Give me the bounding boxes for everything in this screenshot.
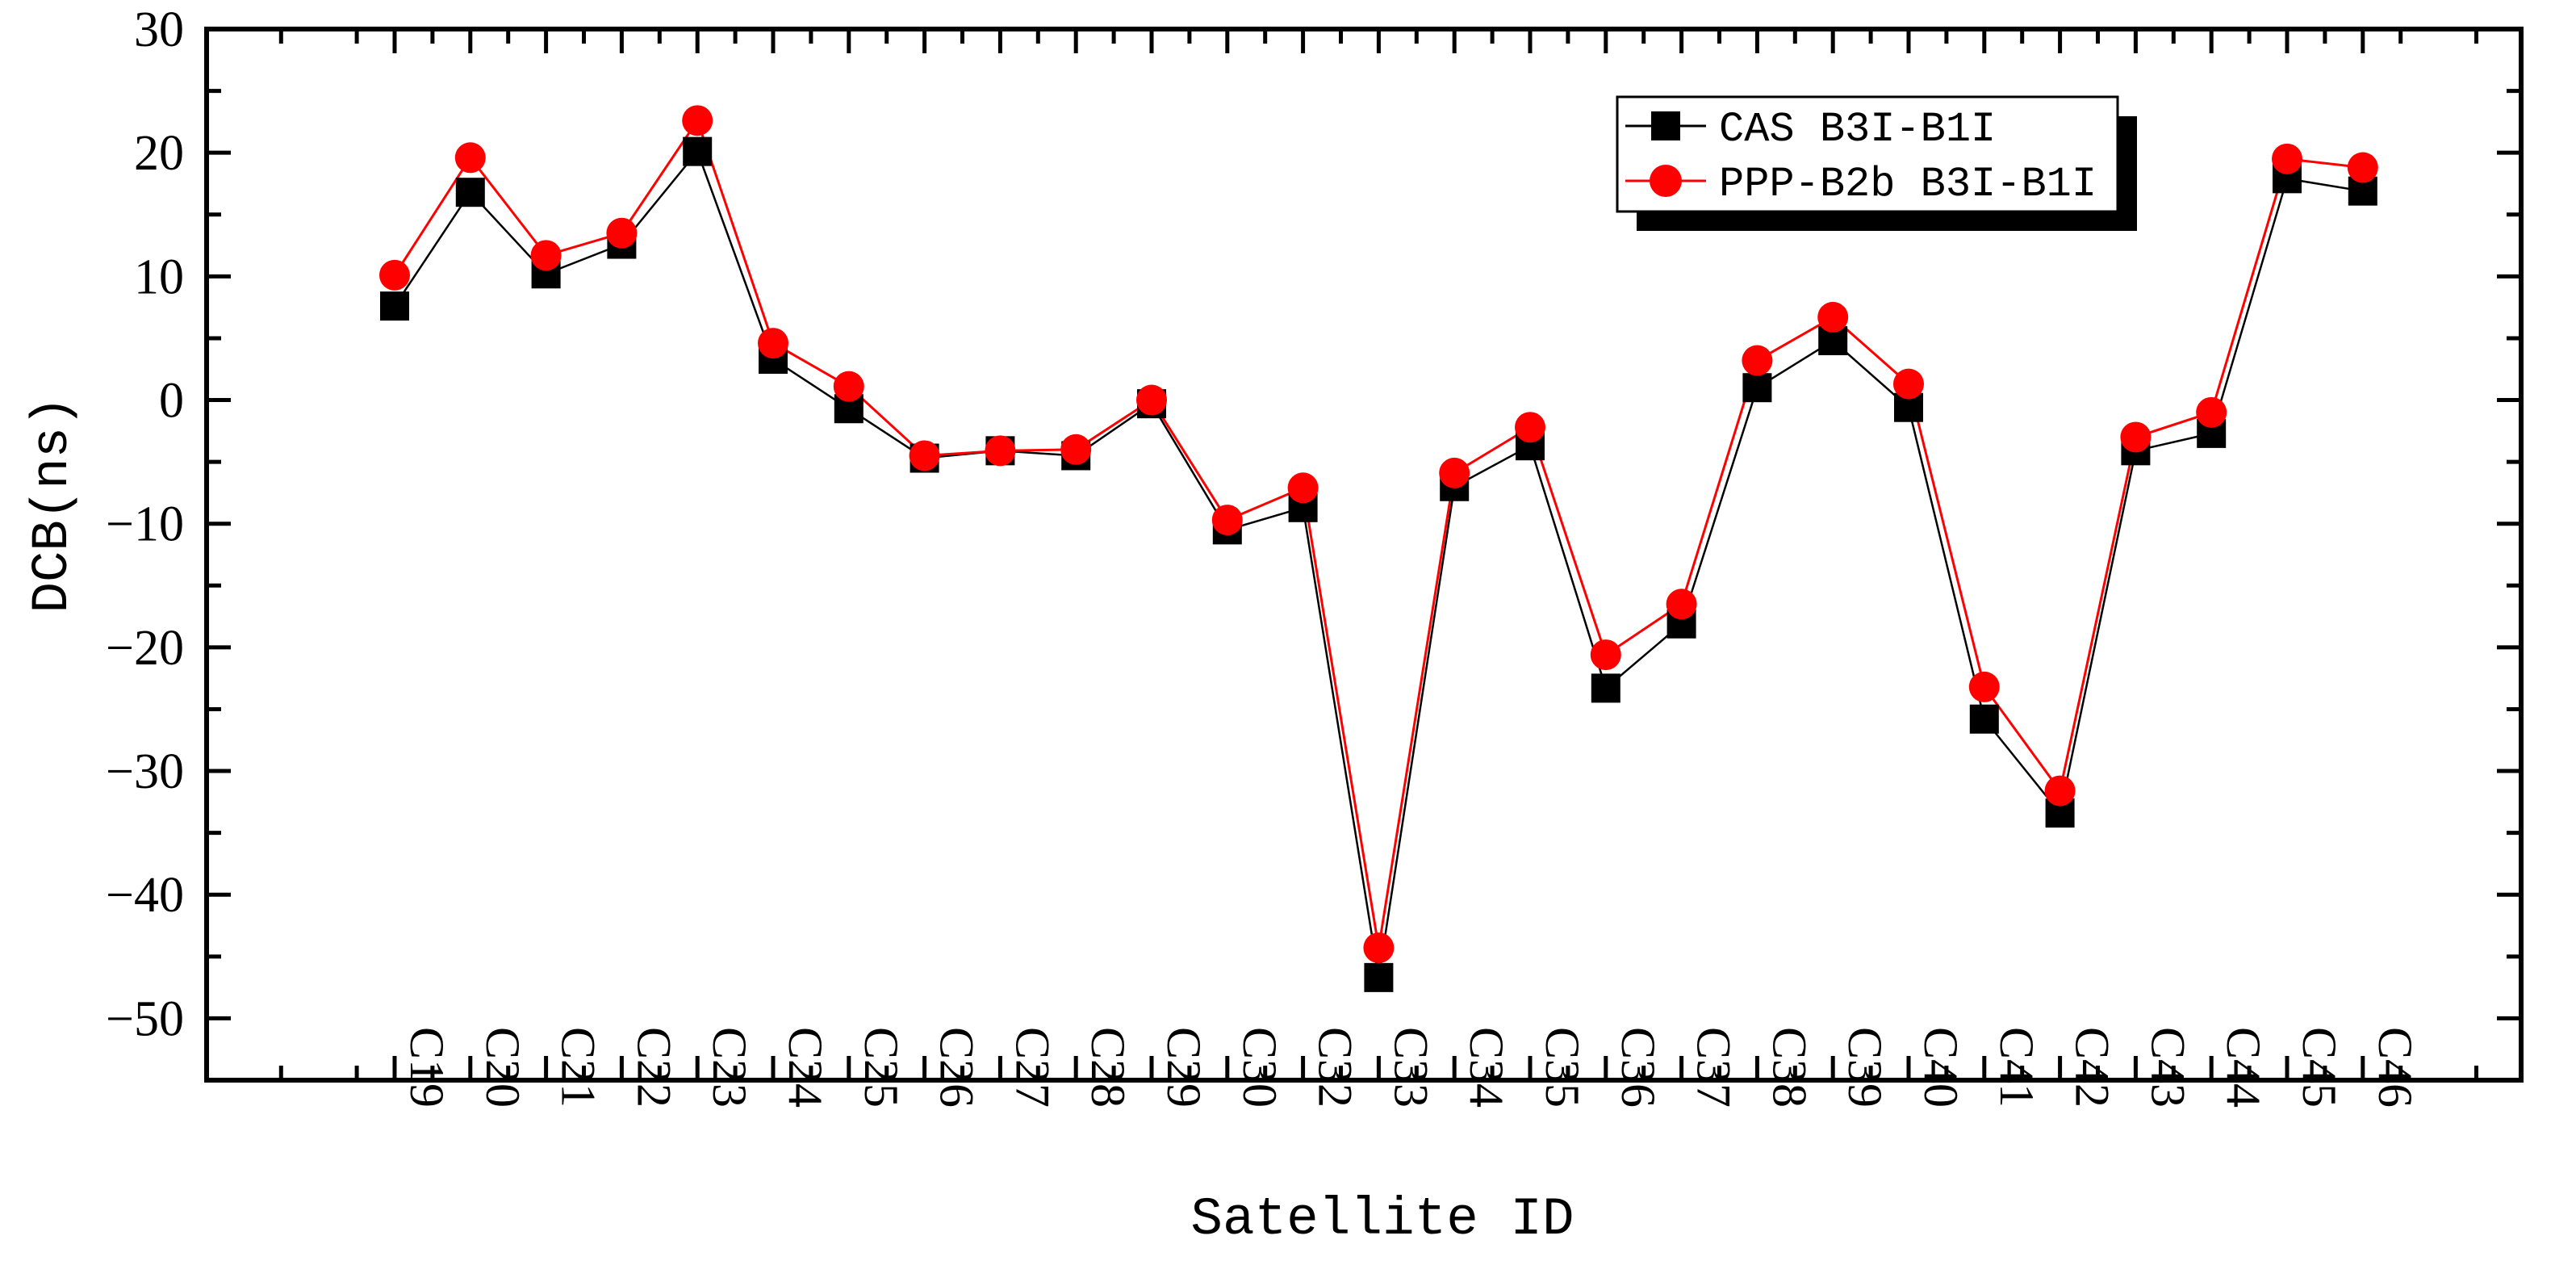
- legend-marker-square: [1651, 111, 1680, 140]
- data-point-circle: [1287, 472, 1319, 504]
- x-tick-label: C29: [1157, 1027, 1211, 1108]
- y-tick-label: 0: [159, 374, 184, 429]
- legend-label: PPP-B2b B3I-B1I: [1719, 161, 2097, 208]
- x-tick-label: C36: [1612, 1027, 1665, 1108]
- x-tick-label: C38: [1763, 1027, 1816, 1108]
- x-tick-label: C24: [779, 1027, 832, 1108]
- data-point-circle: [1211, 505, 1243, 536]
- data-point-square: [1969, 704, 1999, 734]
- data-point-circle: [909, 440, 940, 471]
- data-point-square: [1742, 373, 1772, 403]
- x-tick-label: C32: [1309, 1027, 1362, 1108]
- data-point-circle: [1742, 345, 1773, 376]
- data-point-circle: [1363, 932, 1395, 964]
- data-point-circle: [833, 371, 864, 402]
- x-tick-label: C21: [552, 1027, 605, 1108]
- data-point-square: [1364, 962, 1394, 992]
- legend-label: CAS B3I-B1I: [1719, 106, 1996, 153]
- legend: CAS B3I-B1I PPP-B2b B3I-B1I: [1616, 95, 2137, 231]
- x-tick-label: C26: [930, 1027, 984, 1108]
- data-point-circle: [1893, 368, 1924, 400]
- data-point-circle: [1515, 412, 1545, 443]
- plot-layer: [379, 105, 2378, 992]
- data-point-circle: [1817, 301, 1849, 333]
- data-point-square: [380, 291, 409, 321]
- x-tick-label: C34: [1460, 1027, 1513, 1108]
- data-point-circle: [2347, 152, 2378, 183]
- y-axis-title: DCB(ns): [24, 396, 82, 614]
- legend-marker-circle: [1650, 165, 1682, 197]
- data-point-circle: [758, 328, 788, 359]
- y-tick-label: 20: [134, 126, 184, 181]
- y-tick-label: 10: [134, 249, 184, 304]
- x-tick-label: C19: [400, 1027, 454, 1108]
- y-tick-label: −30: [106, 744, 184, 799]
- data-point-circle: [1968, 671, 2000, 702]
- x-tick-label: C35: [1536, 1027, 1589, 1108]
- x-tick-label: C40: [1914, 1027, 1968, 1108]
- x-axis-title: Satellite ID: [1190, 1189, 1574, 1250]
- y-tick-label: 30: [134, 2, 184, 57]
- x-tick-label: C43: [2141, 1027, 2194, 1108]
- plot-frame: [204, 27, 2524, 1083]
- data-point-circle: [606, 217, 638, 249]
- data-point-circle: [2196, 396, 2227, 428]
- data-point-circle: [2044, 775, 2076, 806]
- x-tick-label: C27: [1006, 1027, 1059, 1108]
- legend-box: [1616, 95, 2119, 213]
- x-tick-label: C28: [1081, 1027, 1135, 1108]
- x-tick-label: C30: [1233, 1027, 1286, 1108]
- x-tick-label: C46: [2369, 1027, 2422, 1108]
- x-tick-label: C25: [855, 1027, 908, 1108]
- data-point-circle: [454, 142, 486, 174]
- data-point-square: [1591, 673, 1620, 703]
- x-tick-label: C42: [2066, 1027, 2119, 1108]
- data-point-circle: [2272, 143, 2302, 174]
- x-tick-label: C23: [703, 1027, 756, 1108]
- y-tick-label: −10: [106, 497, 184, 552]
- data-point-circle: [1439, 457, 1470, 488]
- data-point-circle: [682, 105, 713, 136]
- data-point-circle: [985, 435, 1016, 467]
- y-tick-label: −50: [106, 991, 184, 1046]
- data-point-square: [455, 178, 485, 207]
- x-tick-label: C45: [2293, 1027, 2346, 1108]
- data-point-circle: [2120, 421, 2152, 453]
- x-tick-label: C33: [1384, 1027, 1437, 1108]
- data-point-circle: [530, 240, 562, 271]
- data-point-circle: [1590, 639, 1621, 671]
- x-tick-label: C20: [476, 1027, 529, 1108]
- y-tick-label: −40: [106, 868, 184, 923]
- data-point-circle: [379, 259, 410, 291]
- axis-layer: 30 20 10 0 −10 −20 −30 −40 −50 C19 C20 C21 C22 C23 C24…: [106, 2, 2524, 1108]
- data-point-square: [683, 136, 713, 166]
- y-tick-label: −20: [106, 621, 184, 676]
- data-point-circle: [1060, 434, 1092, 465]
- x-tick-label: C44: [2217, 1027, 2270, 1108]
- x-tick-label: C37: [1687, 1027, 1741, 1108]
- data-point-circle: [1666, 589, 1697, 620]
- x-tick-label: C22: [627, 1027, 680, 1108]
- data-point-circle: [1136, 384, 1167, 416]
- x-tick-label: C39: [1838, 1027, 1892, 1108]
- x-tick-label: C41: [1990, 1027, 2043, 1108]
